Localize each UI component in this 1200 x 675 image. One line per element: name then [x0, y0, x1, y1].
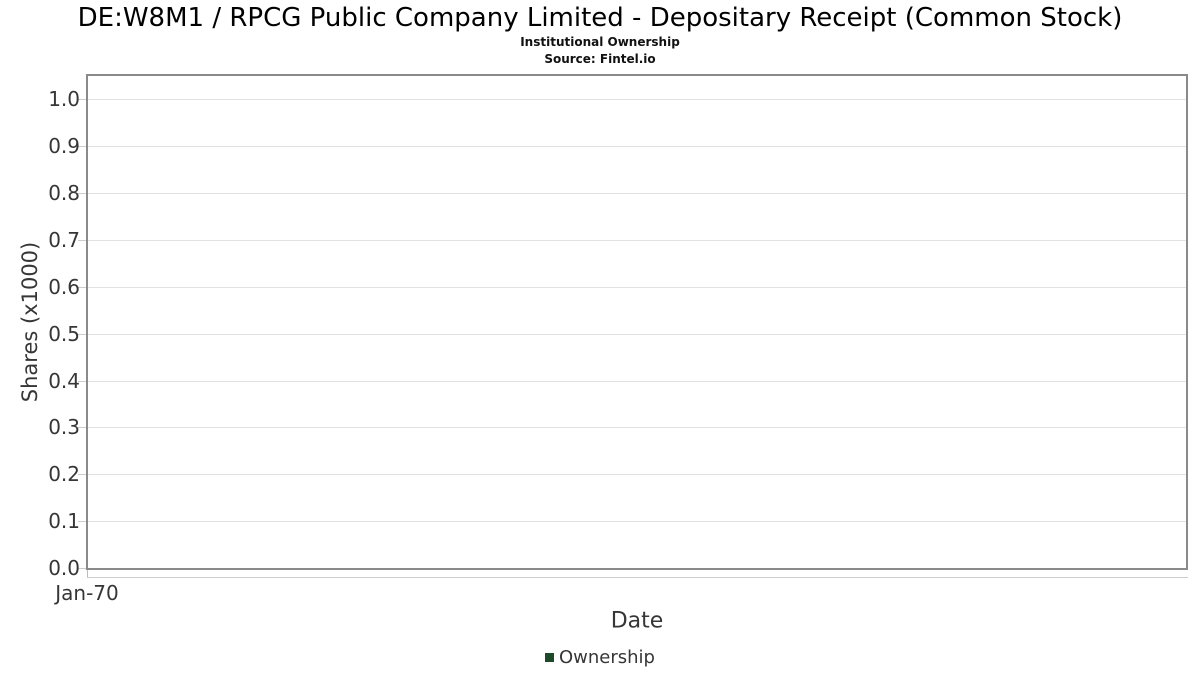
y-tick: [78, 474, 86, 476]
gridline: [88, 286, 1186, 288]
gridline: [88, 427, 1186, 429]
y-tick-label: 0.2: [48, 462, 80, 487]
y-tick: [78, 427, 86, 429]
y-tick-label: 0.1: [48, 509, 80, 534]
gridline: [88, 99, 1186, 101]
y-tick-label: 0.8: [48, 181, 80, 206]
y-tick: [78, 568, 86, 569]
y-tick-label: 1.0: [48, 87, 80, 112]
y-tick: [78, 521, 86, 523]
y-tick: [78, 146, 86, 148]
legend-marker-square-icon: [545, 652, 554, 662]
y-tick-label: 0.3: [48, 415, 80, 440]
chart-source: Source: Fintel.io: [544, 52, 656, 66]
gridline: [88, 146, 1186, 148]
x-tick-label: Jan-70: [55, 581, 119, 605]
x-tick: [87, 570, 88, 577]
y-tick: [78, 240, 86, 241]
gridline: [88, 380, 1186, 382]
y-tick: [78, 286, 86, 288]
x-axis-line: [87, 577, 1188, 578]
plot-area: [86, 74, 1188, 570]
gridline: [88, 240, 1186, 241]
y-tick: [78, 99, 86, 101]
chart-title: DE:W8M1 / RPCG Public Company Limited - …: [77, 3, 1123, 33]
legend-item-ownership[interactable]: Ownership: [545, 647, 655, 668]
x-axis-title: Date: [610, 608, 664, 634]
gridline: [88, 521, 1186, 523]
legend-label: Ownership: [559, 646, 655, 668]
gridline: [88, 193, 1186, 195]
gridline: [88, 333, 1186, 335]
y-tick: [78, 193, 86, 195]
y-tick-label: 0.0: [48, 556, 80, 580]
chart-subtitle: Institutional Ownership: [520, 35, 680, 49]
legend: Ownership: [0, 645, 1200, 669]
y-tick-label: 0.9: [48, 134, 80, 159]
y-axis-title: Shares (x1000): [18, 241, 42, 403]
gridline: [88, 474, 1186, 476]
y-tick: [78, 333, 86, 335]
y-tick: [78, 380, 86, 382]
